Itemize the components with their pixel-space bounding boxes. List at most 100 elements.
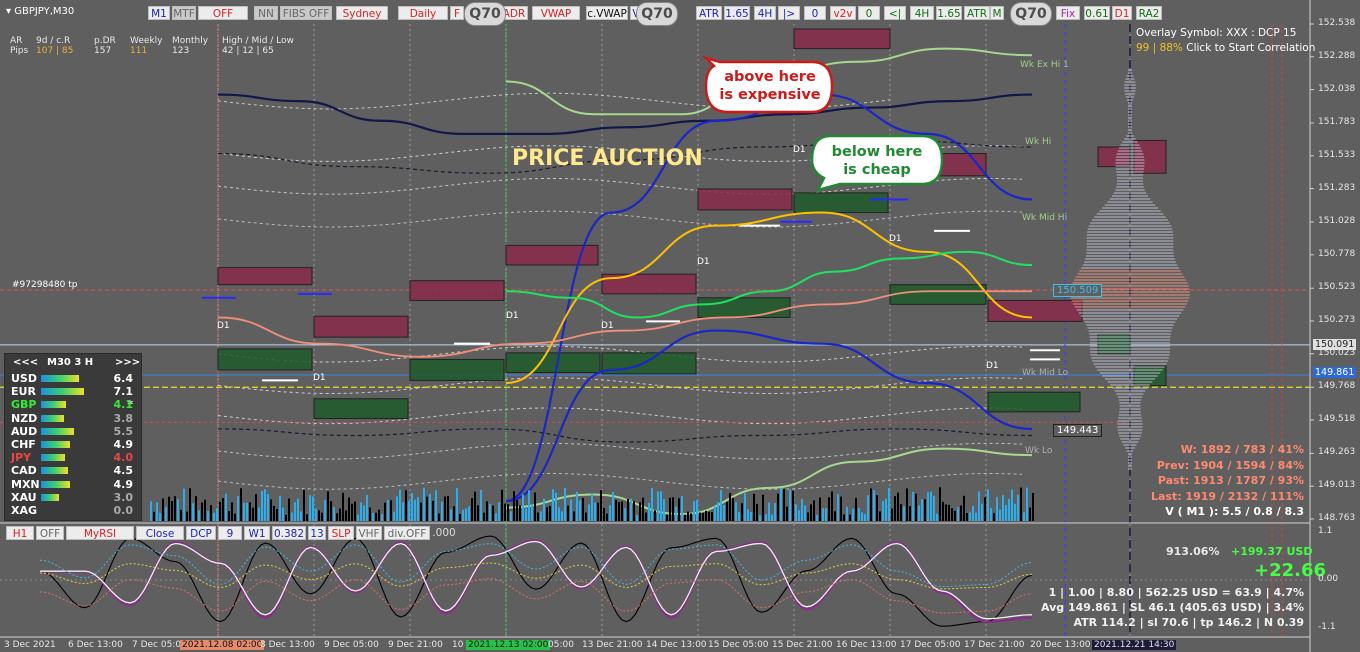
- toolbar-button[interactable]: VWAP: [532, 6, 580, 20]
- price-label-current: 150.509: [1053, 284, 1103, 297]
- currency-strength-panel: <<< M30 3 H >>> USD 6.4 EUR 7.1 * GBP 4.1 NZD 3…: [4, 353, 142, 521]
- indicator-button[interactable]: SLP: [328, 526, 354, 540]
- toolbar-button[interactable]: 4H: [754, 6, 776, 20]
- toolbar-button[interactable]: 1.65: [936, 6, 962, 20]
- indicator-button[interactable]: MyRSI: [66, 526, 134, 540]
- wk-mid-lo-label: Wk Mid Lo: [1022, 368, 1069, 378]
- volume-bar: [408, 501, 410, 521]
- range-stat-line: Last: 1919 / 2132 / 111%: [1150, 489, 1304, 503]
- toolbar-button[interactable]: ATR: [696, 6, 722, 20]
- volume-bar: [987, 489, 989, 521]
- volume-bar: [339, 508, 341, 521]
- toolbar-button[interactable]: RA2: [1136, 6, 1162, 20]
- indicator-button[interactable]: H1: [6, 526, 34, 540]
- y-tick-label: 151.283: [1318, 182, 1356, 193]
- indicator-button[interactable]: W1: [244, 526, 270, 540]
- rsi-band-mid: [39, 562, 1033, 590]
- x-tick-label: 2021.12.21 14:30: [1092, 640, 1177, 650]
- toolbar-button[interactable]: NN: [254, 6, 278, 20]
- volume-bar: [402, 502, 404, 521]
- toolbar-button[interactable]: |>: [778, 6, 800, 20]
- toolbar-button[interactable]: c.VWAP: [586, 6, 628, 20]
- indicator-button[interactable]: 9: [218, 526, 242, 540]
- toolbar-button[interactable]: Fix: [1056, 6, 1080, 20]
- indicator-button[interactable]: 0.382: [272, 526, 306, 540]
- toolbar-button[interactable]: 4H: [910, 6, 934, 20]
- q70-badge[interactable]: Q70: [464, 2, 506, 26]
- volume-bar: [648, 502, 650, 521]
- volume-bar: [984, 497, 986, 521]
- volume-bar: [684, 514, 686, 521]
- volume-bar: [660, 491, 662, 521]
- volume-bar: [624, 508, 626, 521]
- volume-bar: [381, 514, 383, 521]
- volume-bar: [645, 512, 647, 521]
- volume-bar: [771, 514, 773, 521]
- indicator-button[interactable]: Close: [136, 526, 184, 540]
- strength-bar: [41, 401, 66, 409]
- volume-bar: [315, 508, 317, 521]
- volume-bar: [483, 512, 485, 521]
- volume-bar: [237, 495, 239, 521]
- toolbar-button[interactable]: v2v: [830, 6, 856, 20]
- volume-bar: [960, 505, 962, 521]
- next-button[interactable]: >>>: [115, 357, 141, 368]
- volume-bar: [174, 496, 176, 521]
- q70-badge[interactable]: Q70: [1010, 2, 1052, 26]
- volume-bar: [366, 494, 368, 521]
- indicator-button[interactable]: div.OFF: [384, 526, 430, 540]
- currency-value: 3.8: [113, 411, 134, 425]
- x-tick-label: 6 Dec 13:00: [68, 640, 123, 650]
- volume-bar: [495, 513, 497, 521]
- volume-bar: [219, 501, 221, 521]
- indicator-button[interactable]: DCP: [186, 526, 216, 540]
- toolbar-button[interactable]: <|: [884, 6, 906, 20]
- toolbar-button[interactable]: 0.61: [1084, 6, 1110, 20]
- volume-bar: [153, 511, 155, 521]
- indicator-button[interactable]: OFF: [36, 526, 64, 540]
- volume-bar: [777, 493, 779, 521]
- toolbar-button[interactable]: 0: [804, 6, 826, 20]
- pips-label: Pips: [10, 46, 29, 56]
- triangle-down-icon[interactable]: ▾: [6, 6, 12, 17]
- toolbar-button[interactable]: Sydney: [336, 6, 388, 20]
- y-tick-label: 150.273: [1318, 315, 1356, 325]
- volume-bar: [729, 493, 731, 521]
- toolbar-button[interactable]: 0: [858, 6, 880, 20]
- prev-button[interactable]: <<<: [13, 357, 39, 368]
- toolbar-button[interactable]: M: [990, 6, 1004, 20]
- toolbar-button[interactable]: Daily: [398, 6, 448, 20]
- toolbar-button[interactable]: F: [450, 6, 464, 20]
- volume-bar: [177, 499, 179, 521]
- toolbar-button[interactable]: M1: [148, 6, 170, 20]
- toolbar-button[interactable]: FIBS OFF: [280, 6, 332, 20]
- supply-zone: [987, 299, 1083, 322]
- wk-hi-label: Wk Hi: [1025, 137, 1052, 147]
- toolbar-button[interactable]: 1.65: [724, 6, 750, 20]
- volume-bar: [603, 508, 605, 521]
- toolbar-button[interactable]: ATR: [964, 6, 990, 20]
- demand-zone: [313, 398, 409, 419]
- volume-bar: [447, 496, 449, 521]
- toolbar-button[interactable]: OFF: [198, 6, 248, 20]
- volume-bar: [159, 512, 161, 521]
- volume-bar: [390, 500, 392, 521]
- rsi-band-upper: [39, 543, 1033, 588]
- volume-bar: [156, 502, 158, 521]
- volume-bar: [552, 489, 554, 521]
- indicator-button[interactable]: 13: [308, 526, 326, 540]
- rsi-tick-label: 1.1: [1318, 526, 1333, 536]
- expensive-callout: [702, 56, 834, 114]
- volume-bar: [528, 490, 530, 521]
- correlation-link[interactable]: 99 | 88% Click to Start Correlation: [1136, 42, 1315, 54]
- q70-badge[interactable]: Q70: [636, 2, 678, 26]
- x-tick-label: 2021.12.08 02:00: [180, 640, 265, 650]
- range-stat-line: Past: 1913 / 1787 / 93%: [1157, 474, 1304, 487]
- x-tick-label: 8 Dec 13:00: [260, 640, 315, 650]
- price-label-stop: 149.443: [1053, 424, 1103, 437]
- toolbar-button[interactable]: MTF: [172, 6, 196, 20]
- indicator-button[interactable]: VHF: [356, 526, 382, 540]
- toolbar-button[interactable]: D1: [1112, 6, 1132, 20]
- volume-bar: [420, 502, 422, 521]
